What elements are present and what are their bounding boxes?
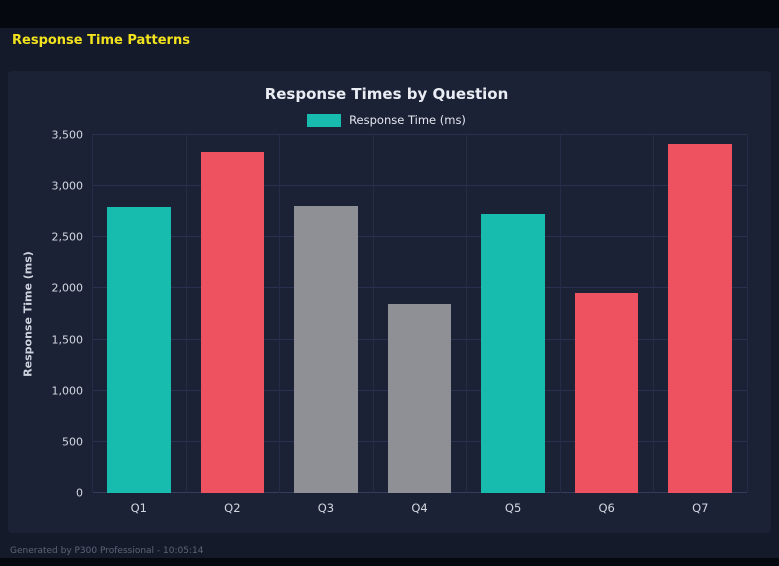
gridline xyxy=(92,287,747,289)
x-tick-label: Q2 xyxy=(224,501,241,515)
bar-slot xyxy=(560,135,654,493)
x-tick-label: Q7 xyxy=(692,501,709,515)
x-tick-label: Q1 xyxy=(130,501,147,515)
bar-q3[interactable] xyxy=(294,205,358,493)
bar-q6[interactable] xyxy=(574,292,639,493)
gridline-vertical xyxy=(747,135,748,493)
bar-slot xyxy=(279,135,373,493)
window-top-bar xyxy=(0,0,779,28)
y-axis-title: Response Time (ms) xyxy=(21,251,35,377)
bar-slot xyxy=(653,135,747,493)
y-tick-label: 500 xyxy=(62,435,83,449)
y-tick-label: 2,500 xyxy=(51,230,84,244)
bar-q4[interactable] xyxy=(387,303,452,493)
y-tick-label: 1,000 xyxy=(51,384,84,398)
footer-text: Generated by P300 Professional - 10:05:1… xyxy=(10,546,204,556)
gridline xyxy=(92,185,747,187)
gridline-vertical xyxy=(372,135,374,493)
plot-area: 0 500 1,000 1,500 2,000 2,500 3,000 3,500 xyxy=(52,129,748,500)
gridline-vertical xyxy=(279,135,281,493)
bar-q2[interactable] xyxy=(200,152,265,493)
legend-swatch-icon xyxy=(307,113,342,127)
bars-container xyxy=(92,135,747,493)
bar-q1[interactable] xyxy=(106,206,171,493)
gridline xyxy=(92,134,747,135)
y-tick-label: 0 xyxy=(76,486,83,500)
bar-q7[interactable] xyxy=(668,144,733,493)
bar-slot xyxy=(466,135,560,493)
bar-slot xyxy=(373,135,467,493)
chart-panel: Response Times by Question Response Time… xyxy=(8,71,771,533)
window-bottom-bar xyxy=(0,558,779,566)
x-tick-label: Q5 xyxy=(504,501,522,515)
bar-slot xyxy=(186,135,280,493)
y-tick-label: 2,000 xyxy=(51,281,84,295)
page-title: Response Time Patterns xyxy=(12,33,190,48)
chart-area: Response Time (ms) 0 500 1,000 1,500 2,000 2,… xyxy=(16,129,757,515)
gridline-vertical xyxy=(185,135,187,493)
legend-label: Response Time (ms) xyxy=(349,113,466,127)
x-tick-label: Q4 xyxy=(411,501,428,515)
plot-column: 0 500 1,000 1,500 2,000 2,500 3,000 3,500 Q1 Q2 Q… xyxy=(40,129,757,515)
gridline-vertical xyxy=(559,135,561,493)
x-tick-label: Q3 xyxy=(317,501,335,515)
gridline-vertical xyxy=(92,135,93,493)
bar-q5[interactable] xyxy=(481,213,545,493)
x-axis-labels: Q1 Q2 Q3 Q4 Q5 Q6 Q7 xyxy=(92,501,747,515)
y-tick-label: 1,500 xyxy=(51,333,84,347)
gridline-vertical xyxy=(653,135,655,493)
y-tick-label: 3,000 xyxy=(51,179,84,193)
chart-title: Response Times by Question xyxy=(264,85,509,103)
bar-slot xyxy=(92,135,186,493)
x-tick-label: Q6 xyxy=(598,501,615,515)
legend[interactable]: Response Time (ms) xyxy=(16,113,757,127)
y-tick-label: 3,500 xyxy=(51,128,84,142)
gridline xyxy=(92,236,747,238)
gridline-vertical xyxy=(466,135,468,493)
